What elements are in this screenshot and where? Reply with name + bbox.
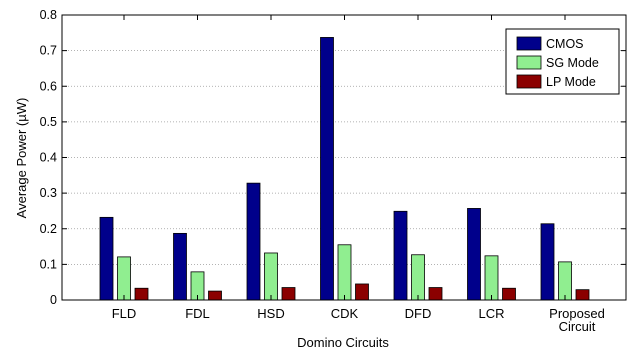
legend: CMOS SG Mode LP Mode	[505, 28, 620, 95]
x-tick-label: LCR	[478, 306, 504, 321]
legend-swatch	[516, 55, 542, 70]
grid	[62, 50, 626, 265]
bar-sg-mode	[411, 254, 425, 301]
y-tick-label: 0.7	[40, 44, 57, 58]
bar-sg-mode	[337, 244, 352, 301]
bar-cmos	[393, 210, 408, 301]
bar-sg-mode	[264, 252, 278, 301]
bar-cmos	[320, 37, 334, 301]
legend-swatch	[516, 36, 542, 51]
bar-sg-mode	[558, 261, 572, 301]
axis-ticks: 0 0.1 0.2 0.3 0.4 0.5 0.6 0.7 0.8 FLD FDL HSD CDK DFD…	[40, 8, 626, 334]
x-tick-label: CDK	[331, 306, 359, 321]
y-tick-label: 0.3	[40, 186, 57, 200]
bar-sg-mode	[484, 255, 499, 301]
x-tick-label: DFD	[405, 306, 432, 321]
y-tick-label: 0.2	[40, 222, 57, 236]
bar-cmos	[173, 232, 187, 301]
y-tick-label: 0.5	[40, 115, 57, 129]
bar-lp-mode	[134, 287, 149, 301]
bar-sg-mode	[117, 256, 131, 301]
bar-lp-mode	[281, 287, 296, 301]
bar-cmos	[246, 182, 261, 301]
y-tick-label: 0.8	[40, 8, 57, 22]
x-tick-label: Circuit	[559, 319, 596, 334]
y-tick-label: 0.4	[40, 151, 57, 165]
y-tick-label: 0.6	[40, 79, 57, 93]
x-tick-label: HSD	[257, 306, 284, 321]
y-axis-label: Average Power (µW)	[14, 98, 29, 219]
bar-cmos	[540, 223, 555, 301]
x-axis-label: Domino Circuits	[297, 335, 389, 350]
y-tick-label: 0.1	[40, 257, 57, 271]
bar-lp-mode	[575, 289, 590, 301]
legend-swatch	[516, 74, 542, 89]
x-tick-label: FLD	[112, 306, 137, 321]
bar-lp-mode	[355, 283, 369, 301]
x-tick-label: Proposed	[549, 306, 605, 321]
legend-label: CMOS	[546, 37, 584, 51]
legend-label: LP Mode	[546, 75, 596, 89]
x-tick-label: FDL	[185, 306, 210, 321]
bar-lp-mode	[502, 287, 516, 301]
bar-cmos	[99, 216, 114, 301]
bar-cmos	[467, 208, 481, 301]
legend-label: SG Mode	[546, 56, 599, 70]
bar-lp-mode	[428, 287, 443, 301]
bars	[99, 37, 590, 301]
bar-lp-mode	[208, 290, 222, 301]
y-tick-label: 0	[50, 293, 57, 307]
